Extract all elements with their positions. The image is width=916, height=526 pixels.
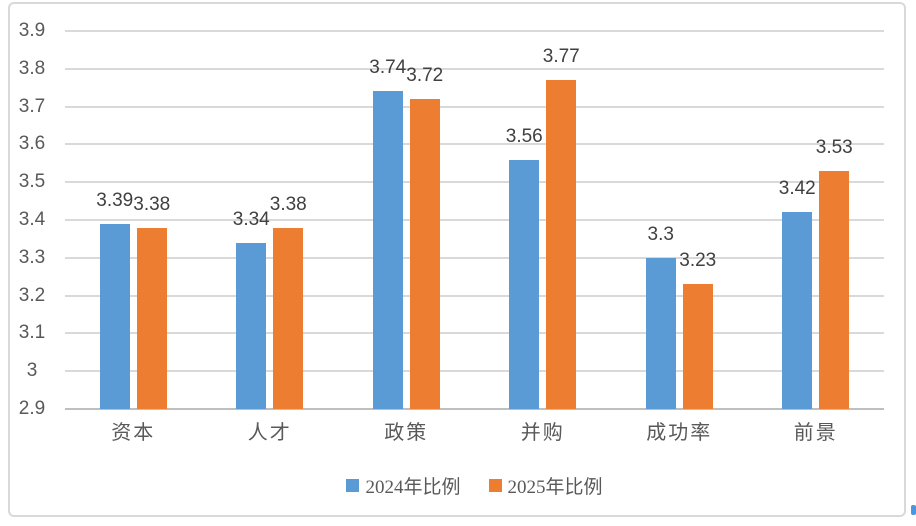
y-tick-label: 3 <box>26 360 38 382</box>
y-tick-label: 3.3 <box>18 246 46 268</box>
chart-frame[interactable]: 2.9 3 3.1 3.2 3.3 3.4 3.5 3.6 3.7 3.8 3.9 3.39 3.38 资… <box>8 2 906 517</box>
chart-legend: 2024年比例 2025年比例 <box>65 472 884 498</box>
y-tick-label: 3.1 <box>18 322 46 344</box>
data-label: 3.39 <box>96 189 134 211</box>
data-label: 3.42 <box>778 178 816 200</box>
bar-series-2024-0[interactable] <box>99 223 130 409</box>
data-label: 3.56 <box>505 125 543 147</box>
gridline <box>65 143 884 146</box>
y-tick-label: 3.4 <box>18 209 46 230</box>
y-tick-label: 3.7 <box>18 95 46 117</box>
bar-series-2025-0[interactable] <box>136 227 167 409</box>
legend-item-2025[interactable]: 2025年比例 <box>488 472 603 499</box>
bar-series-2025-1[interactable] <box>273 227 304 409</box>
bar-series-2024-1[interactable] <box>236 242 267 409</box>
bar-series-2024-5[interactable] <box>782 212 813 409</box>
gridline <box>65 219 884 221</box>
gridline <box>65 30 884 32</box>
gridline <box>65 256 884 259</box>
y-tick-label: 3.9 <box>18 20 46 41</box>
data-label: 3.53 <box>815 136 853 158</box>
x-category-label: 资本 <box>111 422 156 444</box>
bar-series-2025-5[interactable] <box>819 170 850 409</box>
y-tick-label: 3.2 <box>18 284 46 306</box>
y-tick-label: 3.5 <box>18 171 46 193</box>
legend-swatch-icon <box>488 478 502 492</box>
data-label: 3.34 <box>232 208 270 230</box>
gridline <box>65 332 884 335</box>
bar-series-2024-2[interactable] <box>372 91 403 409</box>
legend-label: 2025年比例 <box>507 476 603 498</box>
cursor-artifact <box>911 505 916 515</box>
y-tick-label: 3.6 <box>18 133 46 155</box>
y-tick-label: 2.9 <box>18 398 46 419</box>
data-label: 3.38 <box>269 193 307 215</box>
gridline <box>65 294 884 297</box>
data-label: 3.77 <box>542 46 580 68</box>
gridline <box>65 105 884 108</box>
data-label: 3.3 <box>647 223 674 245</box>
legend-label: 2024年比例 <box>365 476 461 498</box>
gridline <box>65 370 884 373</box>
x-axis-line <box>65 408 884 410</box>
x-category-label: 并购 <box>520 422 565 444</box>
gridline <box>65 67 884 70</box>
x-category-label: 政策 <box>384 422 429 444</box>
x-category-label: 成功率 <box>646 422 713 444</box>
bar-series-2025-3[interactable] <box>546 80 577 409</box>
data-label: 3.74 <box>369 57 407 79</box>
x-category-label: 前景 <box>793 422 838 444</box>
y-tick-label: 3.8 <box>18 57 46 79</box>
data-label: 3.72 <box>406 65 444 87</box>
x-category-label: 人才 <box>247 422 292 444</box>
bar-series-2024-4[interactable] <box>645 257 676 409</box>
legend-item-2024[interactable]: 2024年比例 <box>346 472 461 499</box>
bar-series-2025-2[interactable] <box>409 99 440 409</box>
legend-swatch-icon <box>346 478 360 492</box>
bar-series-2025-4[interactable] <box>682 284 713 409</box>
data-label: 3.38 <box>133 193 171 215</box>
gridline <box>65 181 884 184</box>
data-label: 3.23 <box>679 250 717 272</box>
plot-area: 2.9 3 3.1 3.2 3.3 3.4 3.5 3.6 3.7 3.8 3.9 3.39 3.38 资… <box>10 4 904 515</box>
bar-series-2024-3[interactable] <box>509 159 540 409</box>
